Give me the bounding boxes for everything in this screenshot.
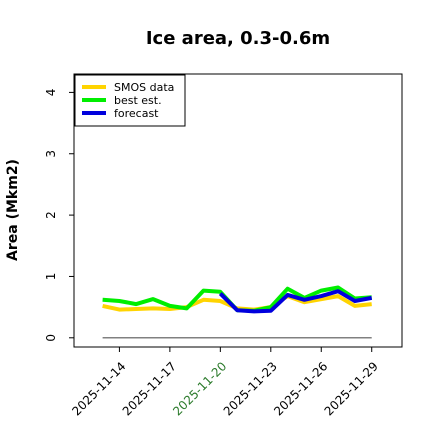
y-tick-label: 1 xyxy=(44,273,58,281)
y-tick-label: 0 xyxy=(44,334,58,342)
legend-label: SMOS data xyxy=(114,81,174,94)
plot-area xyxy=(73,73,403,348)
y-axis-label: Area (Mkm2) xyxy=(5,159,21,261)
chart-title: Ice area, 0.3-0.6m xyxy=(146,28,330,49)
y-tick-label: 2 xyxy=(44,211,58,219)
axis-layer: 012342025-11-142025-11-172025-11-202025-… xyxy=(44,89,381,419)
series-layer xyxy=(102,285,373,339)
y-tick-label: 4 xyxy=(44,89,58,97)
x-tick-label: 2025-11-29 xyxy=(322,359,381,418)
legend-label: best est. xyxy=(114,94,162,107)
legend-label: forecast xyxy=(114,107,159,120)
series-line-forecast xyxy=(218,289,373,314)
y-tick-label: 3 xyxy=(44,150,58,158)
